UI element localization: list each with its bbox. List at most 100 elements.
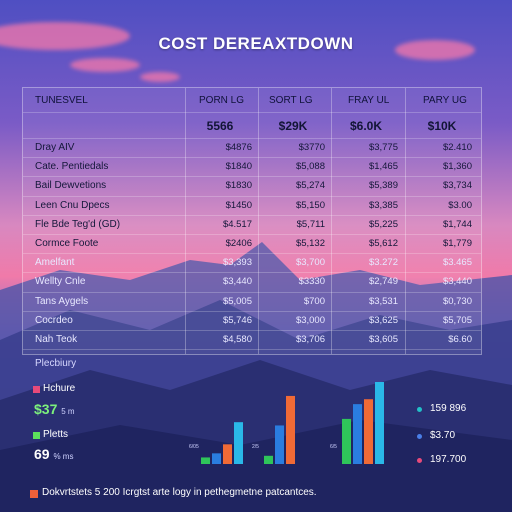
summary-figure: $37 5 m xyxy=(34,401,75,417)
table-cell: $3,000 xyxy=(295,314,325,326)
table-cell: $4.517 xyxy=(222,218,252,230)
table-cell: $1,360 xyxy=(442,161,472,173)
table-row: Nah Teok $4,580 $3,706 $3,605 $6.60 xyxy=(23,330,481,351)
column-header: SORT LG xyxy=(269,95,313,106)
legend-label: Hchure xyxy=(43,383,76,394)
summary-figure-unit: 5 m xyxy=(61,407,75,416)
table-cell: $1,779 xyxy=(442,238,472,249)
legend-value: $3.70 xyxy=(430,430,456,441)
legend-value: 159 896 xyxy=(430,403,467,414)
table-cell: $2.410 xyxy=(442,142,472,153)
table-cell: $5,005 xyxy=(222,295,252,307)
table-cell: $5,612 xyxy=(368,238,398,249)
summary-value: $6.0K xyxy=(349,119,383,133)
summary-value: $10K xyxy=(427,119,457,133)
table-cell: $5,705 xyxy=(442,314,472,326)
table-cell: $3,531 xyxy=(368,295,398,307)
table-cell: $5,150 xyxy=(295,199,325,211)
summary-figure-value: 69 xyxy=(34,446,50,462)
table-cell: $3,440 xyxy=(442,276,472,288)
legend-value: 197.700 xyxy=(430,454,467,465)
table-cell: $4,580 xyxy=(222,334,252,345)
row-label: Bail Dewvetions xyxy=(35,180,107,192)
table-cell: $3,605 xyxy=(368,334,398,345)
footnote-text: Dokvrtstets 5 200 Icrgtst arte logy in p… xyxy=(42,487,317,498)
table-cell: $3330 xyxy=(298,276,325,288)
chart-title: COST DEREAXTDOWN xyxy=(158,34,354,53)
table-cell: $1840 xyxy=(225,161,252,173)
row-label: Cate. Pentiedals xyxy=(35,161,109,173)
summary-figure-value: $37 xyxy=(34,401,58,417)
section-label: Plecbiury xyxy=(35,358,77,369)
row-label: Amelfant xyxy=(35,257,75,269)
table-row: Cocrdeo $5,746 $3,000 $3,625 $5,705 xyxy=(23,311,481,331)
table-cell: $5,225 xyxy=(368,218,398,230)
cost-table: TUNESVEL PORN LG SORT LG FRAY UL PARY UG… xyxy=(22,87,482,355)
table-cell: $6.60 xyxy=(448,334,472,345)
table-cell: $3,734 xyxy=(442,180,472,192)
table-row: Bail Dewvetions $1830 $5,274 $5,389 $3,734 xyxy=(23,176,481,197)
table-cell: $3,393 xyxy=(222,257,252,269)
table-cell: $3,625 xyxy=(368,314,398,326)
table-row: Fle Bde Teg'd (GD) $4.517 $5,711 $5,225 $1,7… xyxy=(23,215,481,235)
table-cell: $1,744 xyxy=(442,218,472,230)
row-label: Nah Teok xyxy=(35,334,78,345)
table-cell: $1830 xyxy=(225,180,252,192)
legend-swatch xyxy=(33,432,40,439)
table-row: Cate. Pentiedals $1840 $5,088 $1,465 $1,360 xyxy=(23,157,481,178)
table-cell: $5,088 xyxy=(295,161,325,173)
table-cell: $3770 xyxy=(298,142,325,153)
table-cell: $5,132 xyxy=(295,238,325,249)
row-label: Dray AIV xyxy=(35,142,75,153)
row-label: Wellty Cnle xyxy=(35,276,86,288)
cloud xyxy=(395,40,475,60)
column-divider xyxy=(185,88,186,354)
table-cell: $3.272 xyxy=(368,257,398,269)
legend-dot xyxy=(417,458,422,463)
table-row: Tans Aygels $5,005 $700 $3,531 $0,730 xyxy=(23,292,481,312)
cloud xyxy=(70,58,140,72)
table-cell: $1450 xyxy=(225,199,252,211)
table-row: Dray AIV $4876 $3770 $3,775 $2.410 xyxy=(23,138,481,159)
column-divider xyxy=(405,88,406,354)
table-cell: $3.00 xyxy=(448,199,472,211)
legend-swatch xyxy=(33,386,40,393)
column-header: PARY UG xyxy=(423,95,467,106)
summary-figure: 69 % ms xyxy=(34,446,73,462)
cloud xyxy=(140,72,180,82)
table-cell: $3.465 xyxy=(442,257,472,269)
column-header: FRAY UL xyxy=(348,95,390,106)
table-cell: $5,274 xyxy=(295,180,325,192)
table-cell: $5,746 xyxy=(222,314,252,326)
table-cell: $1,465 xyxy=(368,161,398,173)
table-cell: $3,700 xyxy=(295,257,325,269)
table-cell: $3,706 xyxy=(295,334,325,345)
column-header: PORN LG xyxy=(199,95,245,106)
legend-label: Pletts xyxy=(43,429,69,440)
row-label: Cormce Foote xyxy=(35,238,99,249)
legend-dot xyxy=(417,434,422,439)
footnote-swatch xyxy=(30,490,38,498)
summary-figure-unit: % ms xyxy=(53,452,74,461)
row-label: Leen Cnu Dpecs xyxy=(35,199,110,211)
table-cell: $5,389 xyxy=(368,180,398,192)
table-cell: $3,385 xyxy=(368,199,398,211)
cloud xyxy=(0,22,130,50)
legend-dot xyxy=(417,407,422,412)
table-row: Cormce Foote $2406 $5,132 $5,612 $1,779 xyxy=(23,234,481,255)
mountain-backdrop xyxy=(0,242,512,512)
row-label: Cocrdeo xyxy=(35,314,73,326)
table-summary-row: 5566 $29K $6.0K $10K xyxy=(23,112,481,139)
table-cell: $4876 xyxy=(225,142,252,153)
summary-value: $29K xyxy=(278,119,308,133)
table-cell: $2,749 xyxy=(368,276,398,288)
table-row: Amelfant $3,393 $3,700 $3.272 $3.465 xyxy=(23,253,481,274)
row-label: Fle Bde Teg'd (GD) xyxy=(35,218,121,230)
table-cell: $2406 xyxy=(225,238,252,249)
table-header-row: TUNESVEL PORN LG SORT LG FRAY UL PARY UG xyxy=(23,88,481,113)
table-cell: $3,440 xyxy=(222,276,252,288)
table-row: Leen Cnu Dpecs $1450 $5,150 $3,385 $3.00 xyxy=(23,196,481,216)
column-divider xyxy=(258,88,259,354)
column-header: TUNESVEL xyxy=(35,95,88,106)
table-cell: $0,730 xyxy=(442,295,472,307)
